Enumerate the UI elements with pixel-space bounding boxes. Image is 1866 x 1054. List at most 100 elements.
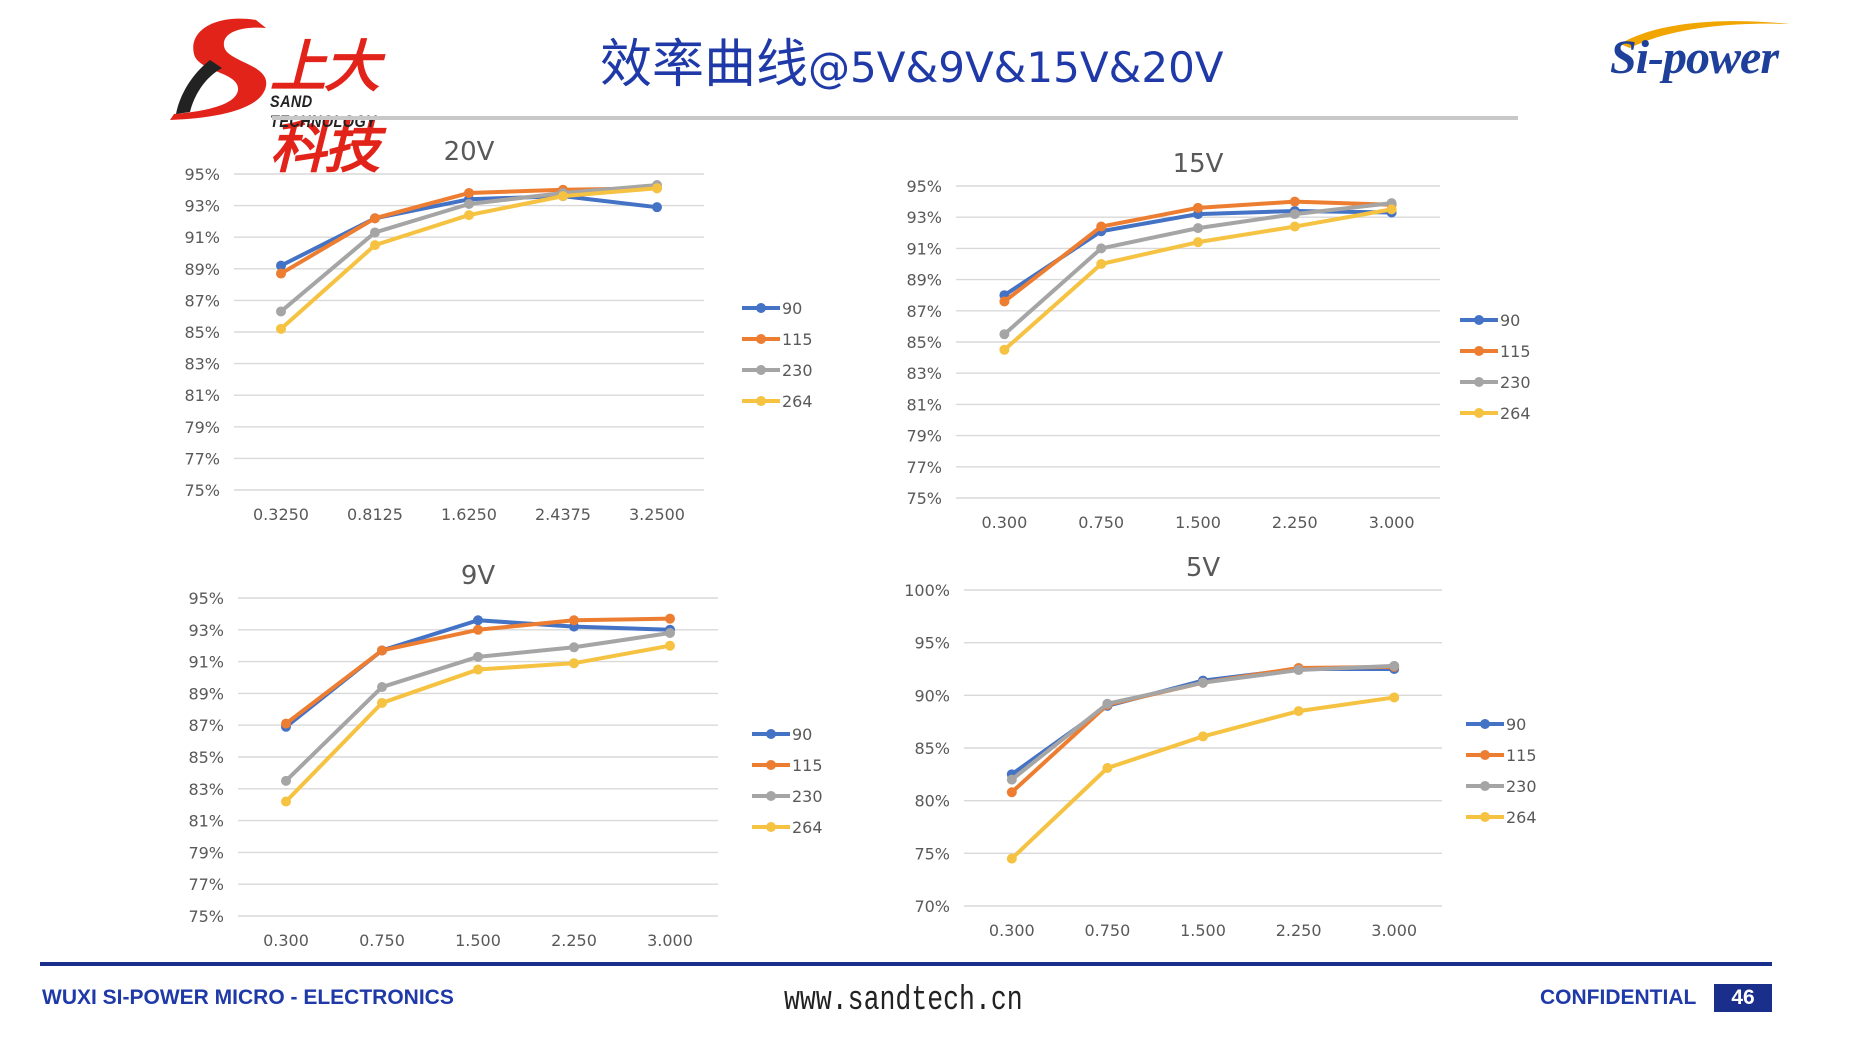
data-point-264 — [1386, 204, 1397, 215]
legend-marker — [756, 365, 766, 375]
page-number: 46 — [1714, 984, 1772, 1012]
chart-title: 20V — [444, 137, 495, 167]
logo-en-text: SAND TECHNOLOGY — [270, 92, 377, 131]
legend-item-264: 264 — [742, 392, 813, 411]
legend-label: 90 — [1506, 715, 1526, 734]
data-point-115 — [665, 613, 675, 624]
y-tick-label: 77% — [906, 458, 942, 477]
y-tick-label: 95% — [906, 177, 942, 196]
series-line-264 — [279, 186, 658, 331]
y-tick-label: 89% — [184, 260, 220, 279]
y-tick-label: 89% — [188, 684, 224, 703]
x-tick-label: 0.750 — [1078, 513, 1124, 532]
legend-item-115: 115 — [742, 330, 813, 349]
data-point-230 — [1102, 698, 1113, 709]
y-tick-label: 93% — [188, 621, 224, 640]
y-tick-label: 95% — [188, 589, 224, 608]
data-point-230 — [999, 329, 1010, 340]
data-point-115 — [464, 187, 474, 198]
page-title-suffix: @5V&9V&15V&20V — [808, 43, 1224, 92]
y-tick-label: 87% — [188, 716, 224, 735]
y-tick-label: 100% — [904, 581, 950, 600]
y-tick-label: 89% — [906, 271, 942, 290]
y-tick-label: 91% — [184, 228, 220, 247]
legend-label: 230 — [782, 361, 813, 380]
y-tick-label: 79% — [906, 427, 942, 446]
chart-15v: 15V 95% 93% 91% 89% 87% 85% 83% 81% 79% 77% 75% 0.30… — [906, 150, 1531, 532]
x-tick-label: 0.8125 — [347, 505, 403, 524]
legend-item-115: 115 — [1466, 746, 1537, 765]
data-point-264 — [377, 697, 387, 708]
x-tick-label: 1.6250 — [441, 505, 497, 524]
chart-9v: 9V 95% 93% 91% 89% 87% 85% 83% 81% 79% 77% 75% 0.300… — [188, 561, 823, 950]
legend-item-115: 115 — [1460, 342, 1531, 361]
data-point-264 — [1006, 853, 1017, 864]
legend-marker — [1474, 377, 1484, 387]
legend-label: 230 — [1500, 373, 1531, 392]
y-tick-label: 79% — [184, 418, 220, 437]
x-tick-label: 3.000 — [1371, 921, 1417, 940]
data-point-230 — [569, 642, 579, 653]
y-tick-label: 80% — [914, 792, 950, 811]
chart-title: 5V — [1186, 554, 1221, 583]
sand-s-logo-icon — [170, 18, 267, 120]
x-tick-label: 2.4375 — [535, 505, 591, 524]
legend-label: 230 — [1506, 777, 1537, 796]
legend-marker — [1474, 408, 1484, 418]
page-title: 效率曲线@5V&9V&15V&20V — [600, 22, 1224, 97]
chart-title: 9V — [461, 561, 496, 591]
y-tick-label: 87% — [184, 291, 220, 310]
data-point-115 — [281, 718, 291, 729]
legend-item-90: 90 — [742, 299, 802, 318]
footer-website[interactable]: www.sandtech.cn — [784, 982, 1023, 1020]
legend-label: 264 — [782, 392, 813, 411]
data-point-230 — [1389, 660, 1400, 671]
series-line-230 — [1003, 201, 1392, 336]
data-point-230 — [665, 627, 675, 638]
y-tick-label: 83% — [188, 780, 224, 799]
legend-marker — [1474, 315, 1484, 325]
legend-marker — [1480, 719, 1490, 729]
x-tick-label: 1.500 — [1175, 513, 1221, 532]
y-tick-label: 77% — [188, 875, 224, 894]
y-tick-label: 81% — [184, 386, 220, 405]
data-point-264 — [1389, 692, 1400, 703]
x-tick-label: 1.500 — [1180, 921, 1226, 940]
y-tick-label: 77% — [184, 449, 220, 468]
legend-item-264: 264 — [1460, 404, 1531, 423]
legend-label: 115 — [1500, 342, 1531, 361]
data-point-264 — [1193, 237, 1203, 248]
y-tick-label: 83% — [184, 355, 220, 374]
data-point-230 — [370, 227, 380, 238]
data-point-264 — [558, 191, 568, 202]
legend-marker — [766, 760, 776, 770]
x-tick-label: 2.250 — [1272, 513, 1318, 532]
legend-item-264: 264 — [1466, 808, 1537, 827]
data-point-264 — [652, 183, 662, 194]
chart-5v: 5V 100% 95% 90% 85% 80% 75% 70% 0.300 0.750 1.500 2… — [904, 554, 1537, 940]
data-point-230 — [464, 199, 474, 210]
x-tick-label: 3.000 — [1369, 513, 1415, 532]
y-tick-label: 93% — [906, 208, 942, 227]
legend-marker — [1480, 781, 1490, 791]
legend-item-230: 230 — [752, 787, 823, 806]
legend-marker — [756, 303, 766, 313]
x-tick-label: 1.500 — [455, 931, 501, 950]
y-tick-label: 75% — [188, 907, 224, 926]
data-point-90 — [473, 615, 483, 626]
legend-label: 264 — [1500, 404, 1531, 423]
chart-20v: 20V 95% 93% 91% 89% 87% 85% 83% 81% 79% 77% 75% 0.32… — [184, 137, 813, 524]
x-tick-label: 0.300 — [989, 921, 1035, 940]
data-point-264 — [1289, 221, 1300, 232]
x-tick-label: 0.750 — [359, 931, 405, 950]
data-point-264 — [1293, 706, 1304, 717]
si-power-logo: Si-power — [1600, 14, 1820, 94]
data-point-115 — [1289, 196, 1300, 207]
legend-item-115: 115 — [752, 756, 823, 775]
y-tick-label: 85% — [906, 333, 942, 352]
y-tick-label: 95% — [184, 165, 220, 184]
series-line-264 — [1010, 695, 1395, 861]
data-point-230 — [377, 682, 387, 693]
legend-label: 90 — [792, 725, 812, 744]
data-point-115 — [377, 645, 387, 656]
